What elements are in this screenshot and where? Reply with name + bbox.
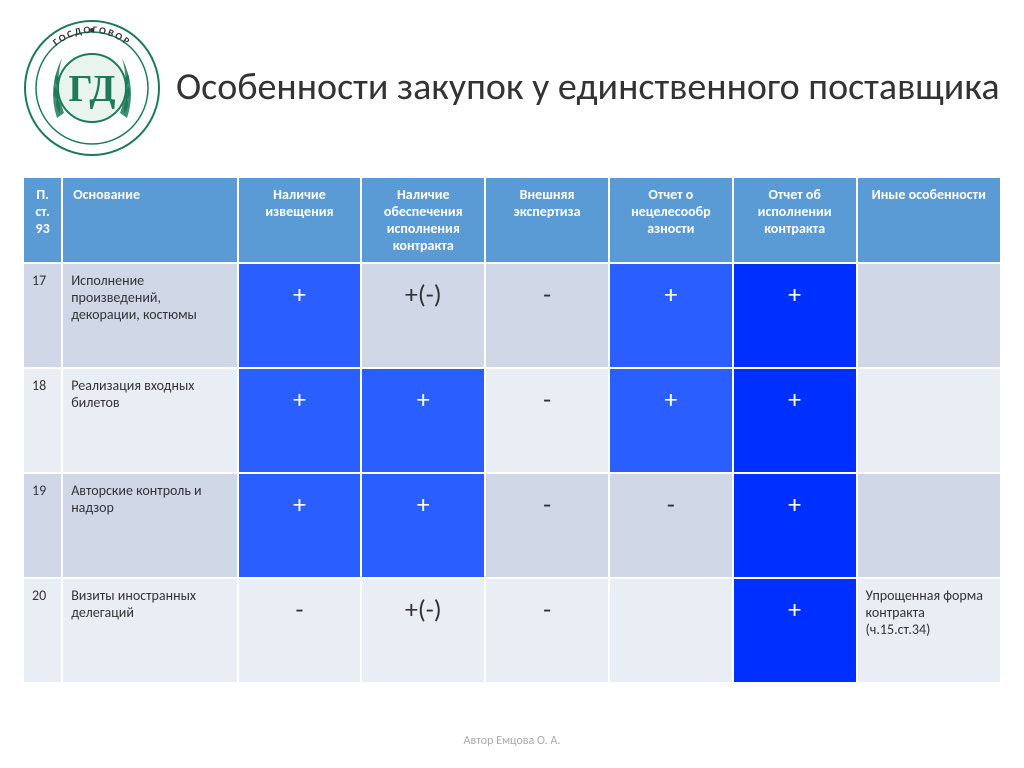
mark-cell: - [238, 578, 362, 683]
row-basis: Авторские контроль и надзор [62, 473, 237, 578]
row-other [857, 368, 1001, 473]
row-number: 20 [23, 578, 62, 683]
col-header: П. ст. 93 [23, 177, 62, 263]
header: ГОСДОГОВОР ГД Особенности закупок у един… [22, 18, 1002, 158]
row-number: 18 [23, 368, 62, 473]
col-header: Наличие извещения [238, 177, 362, 263]
mark-cell: + [361, 473, 485, 578]
row-number: 17 [23, 263, 62, 368]
table-row: 18Реализация входных билетов++-++ [23, 368, 1001, 473]
row-basis: Визиты иностранных делегаций [62, 578, 237, 683]
mark-cell: + [609, 263, 733, 368]
col-header: Основание [62, 177, 237, 263]
row-other: Упрощенная форма контракта (ч.15.ст.34) [857, 578, 1001, 683]
mark-cell: + [733, 578, 857, 683]
row-other [857, 263, 1001, 368]
mark-cell: + [733, 368, 857, 473]
slide: ГОСДОГОВОР ГД Особенности закупок у един… [0, 0, 1024, 768]
features-table: П. ст. 93 Основание Наличие извещения На… [22, 176, 1002, 684]
col-header: Наличие обеспечения исполнения контракта [361, 177, 485, 263]
row-basis: Реализация входных билетов [62, 368, 237, 473]
mark-cell: - [485, 263, 609, 368]
col-header: Отчет о нецелесообр азности [609, 177, 733, 263]
mark-cell: + [733, 473, 857, 578]
logo-letters: ГД [69, 68, 116, 110]
col-header: Внешняя экспертиза [485, 177, 609, 263]
mark-cell: - [485, 473, 609, 578]
table-row: 19Авторские контроль и надзор++--+ [23, 473, 1001, 578]
page-title: Особенности закупок у единственного пост… [176, 66, 1000, 110]
col-header: Иные особенности [857, 177, 1001, 263]
table-header-row: П. ст. 93 Основание Наличие извещения На… [23, 177, 1001, 263]
mark-cell: - [485, 368, 609, 473]
row-other [857, 473, 1001, 578]
mark-cell: + [238, 368, 362, 473]
table-row: 17Исполнение произведений, декорации, ко… [23, 263, 1001, 368]
mark-cell: + [733, 263, 857, 368]
row-basis: Исполнение произведений, декорации, кост… [62, 263, 237, 368]
mark-cell: +(-) [361, 263, 485, 368]
mark-cell: - [609, 473, 733, 578]
mark-cell: +(-) [361, 578, 485, 683]
mark-cell: + [361, 368, 485, 473]
mark-cell: + [238, 473, 362, 578]
col-header: Отчет об исполнении контракта [733, 177, 857, 263]
logo: ГОСДОГОВОР ГД [22, 18, 162, 158]
mark-cell: - [485, 578, 609, 683]
footer-author: Автор Емцова О. А. [0, 734, 1024, 748]
mark-cell: + [238, 263, 362, 368]
row-number: 19 [23, 473, 62, 578]
mark-cell [609, 578, 733, 683]
table-row: 20Визиты иностранных делегаций-+(-)-+Упр… [23, 578, 1001, 683]
mark-cell: + [609, 368, 733, 473]
